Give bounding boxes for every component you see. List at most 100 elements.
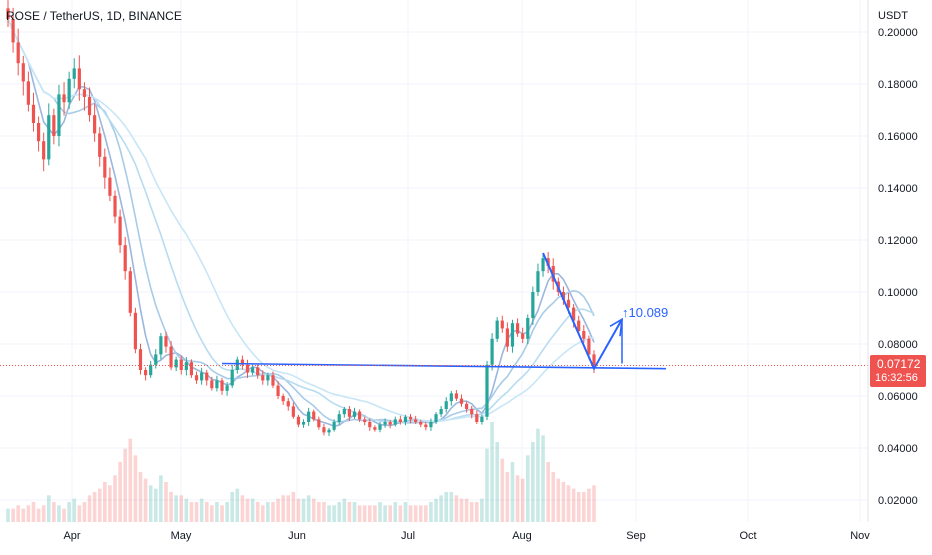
volume-bar [138,472,143,522]
price-axis[interactable]: 0.02000 0.04000 0.06000 0.08000 0.10000 0.120… [878,27,918,507]
candle-body [77,68,81,90]
volume-bar [164,482,168,522]
price-tick-label: 0.16000 [878,131,918,143]
volume-bar [194,502,199,522]
candle-body [424,424,428,428]
volume-bar [230,492,235,522]
volume-bar [520,478,525,522]
candle-body [98,133,102,157]
volume-bar [16,505,20,522]
time-tick-label: Apr [63,530,80,542]
candle-body [485,364,489,417]
volume-bar [184,498,189,522]
candle-body [500,320,504,329]
volume-bar [571,488,576,522]
volume-bar [362,505,367,522]
candle-body [378,424,382,430]
volume-bar [413,505,418,522]
volume-bar [31,502,36,522]
candle-body [342,409,346,415]
volume-bar [469,502,474,522]
volume-bar [220,505,224,522]
candle-body [16,42,20,64]
volume-bar [148,485,153,522]
volume-bar [204,502,209,522]
volume-bar [337,502,342,522]
volume-bar [179,495,184,522]
candle-body [215,380,219,389]
candle-body [47,115,51,160]
time-tick-label: Aug [512,530,532,542]
volume-bar [82,502,87,522]
candle-body [271,375,275,386]
candle-body [322,427,326,433]
candle-body [373,427,377,430]
volume-bar [36,508,41,522]
volume-bar [490,422,494,522]
volume-bar [210,505,214,522]
candle-body [154,354,158,365]
last-price-value: 0.07172 [877,357,921,371]
volume-bar [286,495,291,522]
candle-body [429,422,433,428]
volume-bar [143,478,148,522]
candle-body [256,367,260,376]
moving-average-line [7,18,595,424]
candle-body [159,336,163,355]
volume-bar [306,495,311,522]
candle-body [465,403,469,409]
candle-body [291,406,295,417]
candle-body [592,354,596,368]
volume-bar [235,488,240,522]
volume-bar [281,495,285,522]
candle-body [108,177,112,196]
volume-bar [551,472,556,522]
price-tick-label: 0.20000 [878,27,918,39]
volume-bar [41,505,46,522]
volume-bar [6,508,10,522]
volume-bar [87,495,92,522]
candle-body [444,401,448,409]
volume-bar [561,482,566,522]
price-tick-label: 0.14000 [878,183,918,195]
volume-bar [291,492,296,522]
volume-bars [6,422,596,522]
candle-body [113,195,117,217]
volume-bar [454,495,459,522]
volume-bar [97,488,102,522]
volume-bar [301,498,306,522]
volume-bar [464,498,469,522]
volume-bar [566,485,571,522]
price-tick-label: 0.18000 [878,79,918,91]
volume-bar [480,498,484,522]
price-tick-label: 0.02000 [878,495,918,507]
volume-bar [418,505,423,522]
volume-bar [439,495,443,522]
candle-body [220,380,224,391]
candle-body [393,419,397,425]
candle-body [301,422,306,425]
time-tick-label: Oct [739,530,756,542]
volume-bar [342,498,347,522]
candle-body [133,312,137,350]
volume-bar [475,502,479,522]
candle-body [577,320,581,331]
moving-average-line [7,18,595,423]
candle-body [169,346,173,368]
moving-average-line [7,18,595,423]
candle-body [210,380,214,389]
time-axis[interactable]: Apr May Jun Jul Aug Sep Oct Nov [63,530,870,542]
candle-body [62,94,66,103]
volume-bar [250,498,255,522]
volume-bar [77,505,82,522]
volume-bar [159,475,163,522]
volume-bar [322,502,326,522]
volume-bar [271,502,275,522]
volume-bar [531,442,535,522]
volume-bar [240,495,245,522]
candle-body [11,19,15,43]
volume-bar [46,495,51,522]
candle-body [572,307,576,321]
